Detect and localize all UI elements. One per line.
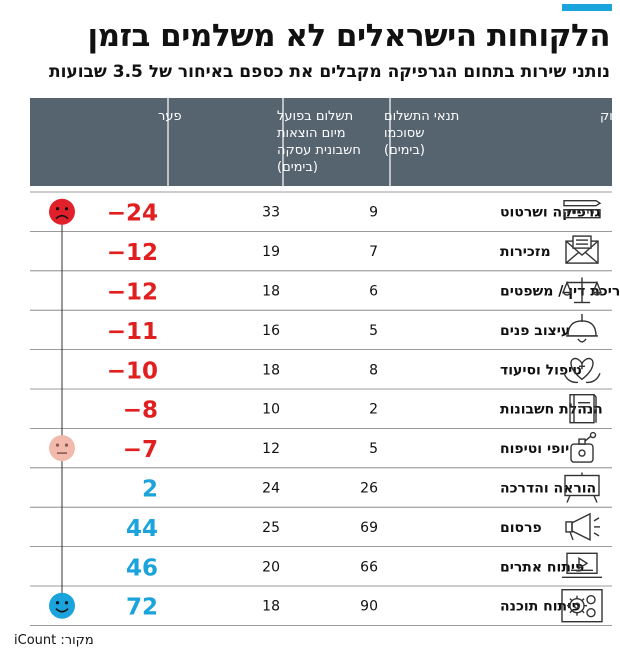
pendant-lamp-icon — [566, 313, 598, 343]
table-row: פרסום 69 25 44 — [126, 516, 542, 542]
chart-title: הלקוחות הישראלים לא משלמים בזמן — [87, 18, 611, 54]
gears-icon — [561, 589, 603, 623]
header-background — [30, 98, 612, 186]
ruler-pencil-icon — [563, 199, 602, 219]
row-gap-value: −7 — [123, 437, 158, 463]
row-gap-value: −24 — [107, 201, 158, 227]
envelope-icon — [565, 235, 599, 264]
row-agreed-days: 5 — [369, 323, 378, 339]
table-row: הוראה והדרכה 26 24 2 — [142, 477, 596, 503]
laptop-icon — [562, 552, 602, 578]
row-agreed-days: 90 — [360, 599, 378, 615]
row-actual-days: 33 — [262, 205, 280, 221]
table-row: טיפול וסיעוד 8 18 −10 — [107, 358, 582, 384]
row-actual-days: 20 — [262, 559, 280, 575]
table-row: יופי וטיפוח 5 12 −7 — [123, 437, 569, 463]
row-field-label: יופי וטיפוח — [500, 441, 569, 457]
row-actual-days: 18 — [262, 362, 280, 378]
row-actual-days: 18 — [262, 599, 280, 615]
accent-bar — [562, 4, 612, 11]
board-icon — [564, 472, 600, 503]
row-actual-days: 18 — [262, 284, 280, 300]
row-gap-value: −11 — [107, 319, 158, 345]
row-gap-value: −12 — [107, 240, 158, 266]
row-field-label: מזכירות — [500, 244, 551, 260]
book-icon — [569, 394, 597, 424]
row-actual-days: 25 — [262, 520, 280, 536]
row-field-label: גרפיקה ושרטוט — [500, 205, 601, 221]
neutral-face-icon — [49, 435, 75, 462]
table-row: פיתוח תוכנה 90 18 72 — [126, 595, 580, 621]
row-field-label: טיפול וסיעוד — [500, 362, 582, 378]
row-agreed-days: 8 — [369, 362, 378, 378]
row-agreed-days: 6 — [369, 284, 378, 300]
sad-face-icon — [49, 198, 75, 225]
row-field-label: עריכת דין / משפטים — [500, 284, 620, 300]
row-agreed-days: 9 — [369, 205, 378, 221]
row-agreed-days: 5 — [369, 441, 378, 457]
table-row: עריכת דין / משפטים 6 18 −12 — [107, 280, 620, 306]
table-row: מזכירות 7 19 −12 — [107, 240, 551, 266]
column-header: תנאי התשלום שסוכמו (בימים) — [384, 109, 459, 158]
row-actual-days: 19 — [262, 244, 280, 260]
column-header: פער — [158, 109, 182, 124]
table-row: גרפיקה ושרטוט 9 33 −24 — [107, 201, 601, 227]
row-field-label: פיתוח תוכנה — [500, 599, 580, 615]
row-field-label: הנהלת חשבונות — [500, 402, 603, 418]
chart-subtitle: נותני שירות בתחום הגרפיקה מקבלים את כספם… — [48, 62, 610, 82]
column-header: תשלום בפועל מיום הוצאות חשבונית עסקה (בימים… — [277, 109, 361, 175]
heart-hands-icon — [563, 357, 601, 384]
megaphone-icon — [565, 512, 600, 542]
source-note: מקור: iCount — [14, 633, 94, 648]
row-field-label: פרסום — [500, 520, 542, 536]
row-gap-value: −8 — [123, 398, 158, 424]
row-agreed-days: 69 — [360, 520, 378, 536]
scales-icon — [561, 277, 603, 304]
row-agreed-days: 66 — [360, 559, 378, 575]
row-gap-value: −10 — [107, 358, 158, 384]
row-agreed-days: 2 — [369, 402, 378, 418]
row-actual-days: 24 — [262, 481, 280, 497]
table-row: עיצוב פנים 5 16 −11 — [107, 319, 571, 345]
table-row: פיתוח אתרים 66 20 46 — [126, 555, 584, 581]
row-gap-value: 72 — [126, 595, 158, 621]
column-header: תחום עיסוק — [600, 109, 620, 124]
row-actual-days: 16 — [262, 323, 280, 339]
row-agreed-days: 26 — [360, 481, 378, 497]
row-gap-value: −12 — [107, 280, 158, 306]
row-gap-value: 2 — [142, 477, 158, 503]
row-actual-days: 12 — [262, 441, 280, 457]
row-gap-value: 44 — [126, 516, 158, 542]
table-row: הנהלת חשבונות 2 10 −8 — [123, 398, 603, 424]
row-actual-days: 10 — [262, 402, 280, 418]
happy-face-icon — [49, 592, 75, 619]
row-field-label: עיצוב פנים — [500, 323, 570, 339]
row-field-label: הוראה והדרכה — [500, 481, 596, 497]
row-gap-value: 46 — [126, 555, 158, 581]
row-field-label: פיתוח אתרים — [500, 559, 584, 575]
row-agreed-days: 7 — [369, 244, 378, 260]
perfume-icon — [570, 431, 597, 463]
